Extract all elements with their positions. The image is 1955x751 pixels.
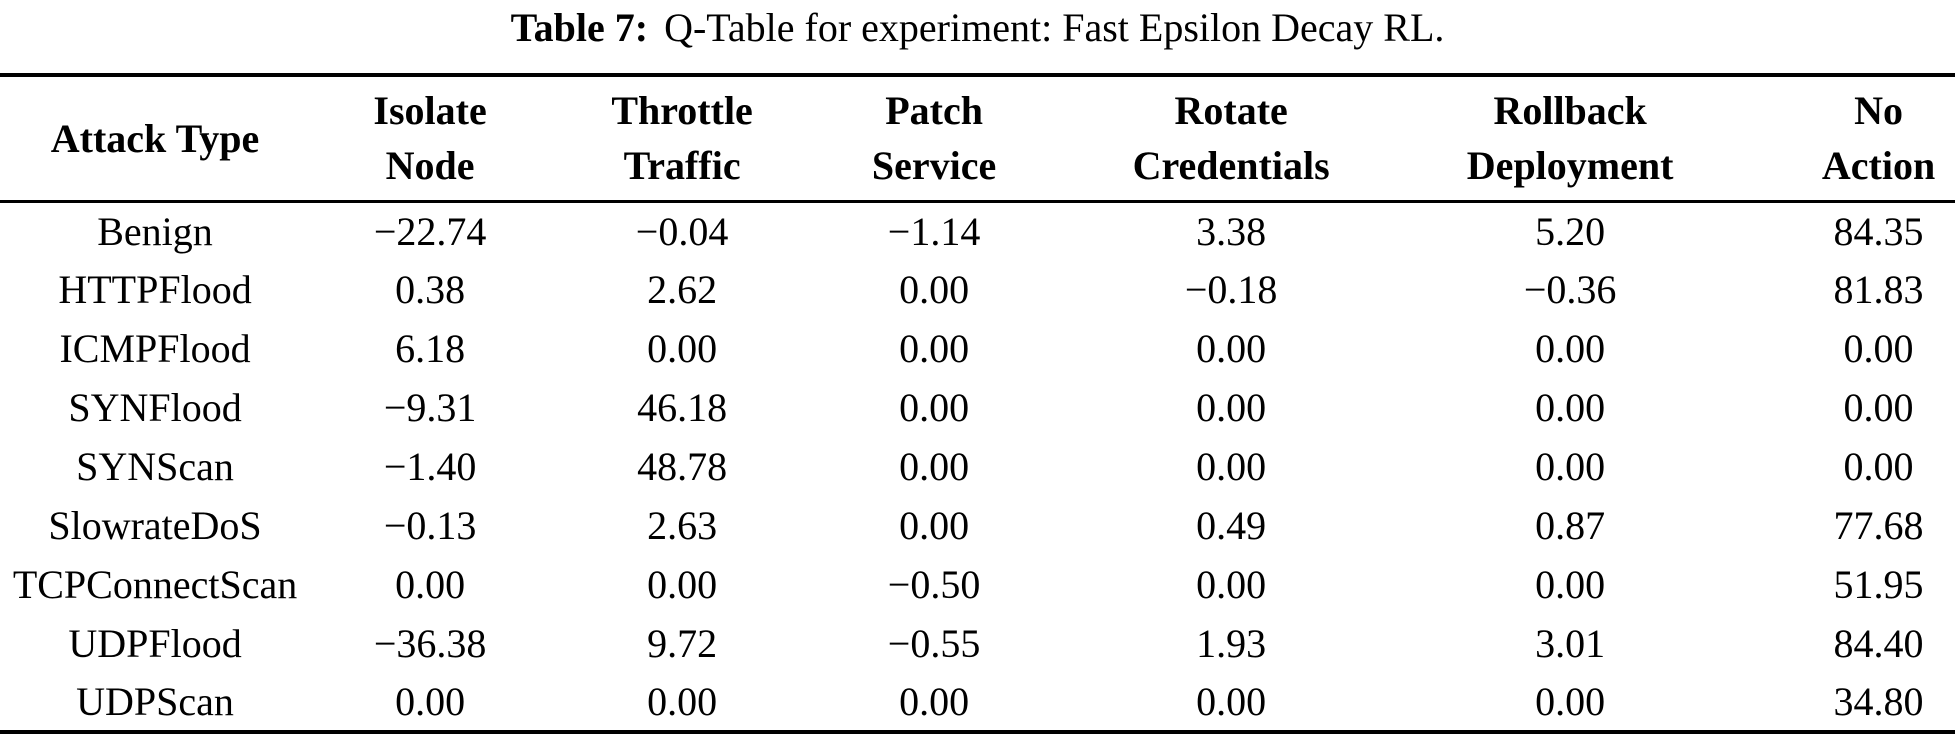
q-value-cell: 84.35 bbox=[1833, 208, 1924, 254]
table-caption-text: Q-Table for experiment: Fast Epsilon Dec… bbox=[664, 5, 1445, 50]
table-row: ICMPFlood 6.18 0.00 0.00 0.00 0.00 0.00 bbox=[0, 319, 1955, 378]
q-value-cell: 0.00 bbox=[899, 267, 970, 312]
attack-type-cell: ICMPFlood bbox=[59, 326, 251, 371]
q-value-cell: 3.01 bbox=[1535, 621, 1606, 666]
header-line: Isolate bbox=[373, 88, 487, 134]
q-value-cell: 0.00 bbox=[1196, 326, 1267, 371]
column-header-rollback-deployment: Rollback Deployment bbox=[1408, 75, 1733, 203]
q-value-cell: 0.00 bbox=[899, 326, 970, 371]
attack-type-cell: SYNFlood bbox=[68, 385, 242, 430]
attack-type-cell: TCPConnectScan bbox=[12, 562, 298, 607]
q-table: Attack Type Isolate Node Throttle Traffi… bbox=[0, 73, 1955, 734]
q-value-cell: 0.00 bbox=[395, 562, 466, 607]
header-line: Traffic bbox=[623, 143, 741, 189]
q-value-cell: 0.49 bbox=[1196, 503, 1267, 548]
q-value-cell: 1.93 bbox=[1196, 621, 1267, 666]
q-value-cell: 9.72 bbox=[647, 621, 718, 666]
attack-type-cell: UDPScan bbox=[76, 679, 234, 724]
q-value-cell: 34.80 bbox=[1833, 679, 1924, 724]
attack-type-cell: Benign bbox=[97, 208, 213, 254]
header-line: Rotate bbox=[1174, 88, 1288, 134]
q-value-cell: 0.00 bbox=[1196, 679, 1267, 724]
q-value-cell: −0.50 bbox=[887, 562, 981, 607]
q-value-cell: 0.00 bbox=[647, 326, 718, 371]
q-value-cell: 6.18 bbox=[395, 326, 466, 371]
q-value-cell: 81.83 bbox=[1833, 267, 1924, 312]
attack-type-cell: SYNScan bbox=[76, 444, 234, 489]
attack-type-cell: SlowrateDoS bbox=[48, 503, 262, 548]
table-row: SYNScan −1.40 48.78 0.00 0.00 0.00 0.00 bbox=[0, 437, 1955, 496]
q-value-cell: 0.00 bbox=[1196, 562, 1267, 607]
header-line: No bbox=[1854, 88, 1903, 134]
table-caption: Table 7: Q-Table for experiment: Fast Eps… bbox=[0, 0, 1955, 50]
q-value-cell: 0.00 bbox=[395, 679, 466, 724]
q-value-cell: 0.00 bbox=[1843, 385, 1914, 430]
q-value-cell: 0.00 bbox=[1535, 679, 1606, 724]
q-value-cell: 0.00 bbox=[1535, 444, 1606, 489]
q-value-cell: 2.62 bbox=[647, 267, 718, 312]
q-value-cell: −0.04 bbox=[635, 208, 729, 254]
q-value-cell: 46.18 bbox=[637, 385, 728, 430]
header-line: Patch bbox=[885, 88, 983, 134]
header-line: Throttle bbox=[611, 88, 753, 134]
table-row: UDPFlood −36.38 9.72 −0.55 1.93 3.01 84.… bbox=[0, 614, 1955, 673]
header-line: Node bbox=[385, 143, 475, 189]
table-row: HTTPFlood 0.38 2.62 0.00 −0.18 −0.36 81.… bbox=[0, 260, 1955, 319]
column-header-rotate-credentials: Rotate Credentials bbox=[1054, 75, 1409, 203]
q-value-cell: 0.00 bbox=[1535, 326, 1606, 371]
q-value-cell: 48.78 bbox=[637, 444, 728, 489]
q-value-cell: −1.40 bbox=[383, 444, 477, 489]
table-row: TCPConnectScan 0.00 0.00 −0.50 0.00 0.00… bbox=[0, 555, 1955, 614]
q-value-cell: 84.40 bbox=[1833, 621, 1924, 666]
q-value-cell: −0.55 bbox=[887, 621, 981, 666]
q-value-cell: 3.38 bbox=[1196, 208, 1267, 254]
q-value-cell: 2.63 bbox=[647, 503, 718, 548]
header-line: Rollback bbox=[1493, 88, 1647, 134]
q-value-cell: −0.13 bbox=[383, 503, 477, 548]
q-value-cell: 0.00 bbox=[899, 444, 970, 489]
q-value-cell: 0.00 bbox=[1535, 385, 1606, 430]
table-row: SYNFlood −9.31 46.18 0.00 0.00 0.00 0.00 bbox=[0, 378, 1955, 437]
q-value-cell: −22.74 bbox=[373, 208, 487, 254]
column-header-isolate-node: Isolate Node bbox=[310, 75, 551, 203]
header-line: Service bbox=[871, 143, 997, 189]
column-header-patch-service: Patch Service bbox=[814, 75, 1055, 203]
column-header-throttle-traffic: Throttle Traffic bbox=[550, 75, 815, 203]
q-value-cell: 0.00 bbox=[1843, 326, 1914, 371]
table-caption-label: Table 7: bbox=[510, 5, 649, 50]
header-line: Action bbox=[1821, 143, 1936, 189]
q-value-cell: 0.00 bbox=[647, 679, 718, 724]
q-value-cell: 0.00 bbox=[1535, 562, 1606, 607]
q-value-cell: −9.31 bbox=[383, 385, 477, 430]
q-value-cell: 0.00 bbox=[899, 385, 970, 430]
header-line: Deployment bbox=[1466, 143, 1674, 189]
q-value-cell: 0.00 bbox=[647, 562, 718, 607]
q-value-cell: −1.14 bbox=[887, 208, 981, 254]
q-value-cell: 0.87 bbox=[1535, 503, 1606, 548]
table-row: SlowrateDoS −0.13 2.63 0.00 0.49 0.87 77… bbox=[0, 496, 1955, 555]
q-value-cell: 77.68 bbox=[1833, 503, 1924, 548]
column-header-no-action: No Action bbox=[1732, 75, 1955, 203]
q-value-cell: 0.00 bbox=[1196, 385, 1267, 430]
q-value-cell: −36.38 bbox=[373, 621, 487, 666]
q-value-cell: 0.00 bbox=[899, 503, 970, 548]
table-row: UDPScan 0.00 0.00 0.00 0.00 0.00 34.80 bbox=[0, 673, 1955, 732]
q-value-cell: 51.95 bbox=[1833, 562, 1924, 607]
q-value-cell: −0.36 bbox=[1523, 267, 1617, 312]
q-value-cell: −0.18 bbox=[1184, 267, 1278, 312]
q-value-cell: 5.20 bbox=[1535, 208, 1606, 254]
header-row: Attack Type Isolate Node Throttle Traffi… bbox=[0, 75, 1955, 203]
attack-type-cell: UDPFlood bbox=[68, 621, 242, 666]
table-row: Benign −22.74 −0.04 −1.14 3.38 5.20 84.3… bbox=[0, 201, 1955, 260]
attack-type-cell: HTTPFlood bbox=[58, 267, 252, 312]
q-value-cell: 0.00 bbox=[1196, 444, 1267, 489]
header-line: Credentials bbox=[1132, 143, 1330, 189]
q-value-cell: 0.00 bbox=[1843, 444, 1914, 489]
q-value-cell: 0.38 bbox=[395, 267, 466, 312]
q-value-cell: 0.00 bbox=[899, 679, 970, 724]
column-header-attack-type: Attack Type bbox=[0, 75, 311, 203]
